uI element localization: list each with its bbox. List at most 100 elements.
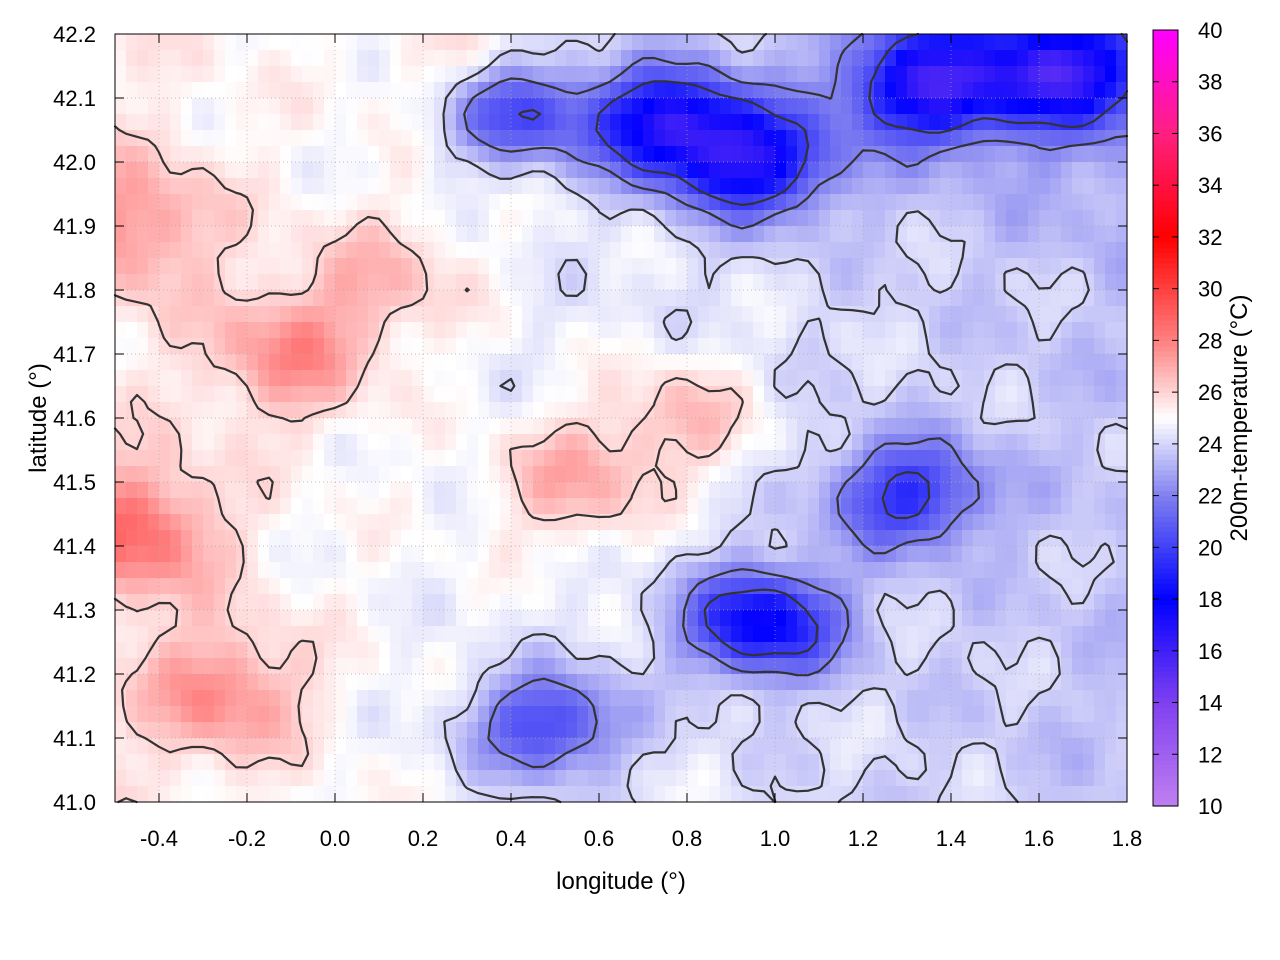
heatmap-cell: [445, 498, 457, 515]
heatmap-cell: [764, 482, 776, 499]
heatmap-cell: [973, 306, 985, 323]
heatmap-cell: [885, 626, 897, 643]
heatmap-cell: [1028, 226, 1040, 243]
heatmap-cell: [896, 258, 908, 275]
heatmap-cell: [1050, 610, 1062, 627]
heatmap-cell: [995, 466, 1007, 483]
heatmap-cell: [115, 178, 127, 195]
heatmap-cell: [995, 354, 1007, 371]
heatmap-cell: [929, 514, 941, 531]
heatmap-cell: [830, 50, 842, 67]
heatmap-cell: [544, 674, 556, 691]
colorbar-segment: [1153, 200, 1178, 207]
heatmap-cell: [720, 658, 732, 675]
heatmap-cell: [159, 274, 171, 291]
heatmap-cell: [775, 370, 787, 387]
heatmap-cell: [280, 482, 292, 499]
heatmap-cell: [819, 98, 831, 115]
heatmap-cell: [1072, 450, 1084, 467]
heatmap-cell: [1017, 402, 1029, 419]
heatmap-cell: [313, 450, 325, 467]
heatmap-cell: [423, 562, 435, 579]
heatmap-cell: [632, 306, 644, 323]
heatmap-cell: [225, 82, 237, 99]
heatmap-cell: [742, 434, 754, 451]
heatmap-cell: [830, 130, 842, 147]
heatmap-cell: [148, 610, 160, 627]
heatmap-cell: [984, 34, 996, 51]
colorbar-segment: [1153, 474, 1178, 481]
heatmap-cell: [335, 466, 347, 483]
heatmap-cell: [786, 274, 798, 291]
heatmap-cell: [236, 114, 248, 131]
heatmap-cell: [423, 578, 435, 595]
heatmap-cell: [522, 594, 534, 611]
heatmap-cell: [247, 402, 259, 419]
heatmap-cell: [379, 226, 391, 243]
heatmap-cell: [775, 338, 787, 355]
heatmap-cell: [467, 674, 479, 691]
heatmap-cell: [214, 434, 226, 451]
heatmap-cell: [1017, 434, 1029, 451]
heatmap-cell: [368, 674, 380, 691]
heatmap-cell: [313, 274, 325, 291]
heatmap-cell: [632, 194, 644, 211]
heatmap-cell: [192, 50, 204, 67]
heatmap-cell: [764, 146, 776, 163]
heatmap-cell: [533, 386, 545, 403]
heatmap-cell: [907, 498, 919, 515]
heatmap-cell: [610, 578, 622, 595]
heatmap-cell: [1050, 770, 1062, 787]
heatmap-cell: [731, 210, 743, 227]
heatmap-cell: [610, 306, 622, 323]
heatmap-cell: [203, 770, 215, 787]
heatmap-cell: [181, 306, 193, 323]
heatmap-cell: [577, 434, 589, 451]
heatmap-cell: [445, 370, 457, 387]
colorbar-segment: [1153, 86, 1178, 93]
heatmap-cell: [874, 386, 886, 403]
heatmap-cell: [1017, 738, 1029, 755]
heatmap-cell: [324, 386, 336, 403]
heatmap-cell: [742, 578, 754, 595]
heatmap-cell: [731, 82, 743, 99]
heatmap-cell: [280, 402, 292, 419]
heatmap-cell: [115, 578, 127, 595]
heatmap-cell: [874, 466, 886, 483]
heatmap-cell: [918, 418, 930, 435]
heatmap-cell: [467, 578, 479, 595]
heatmap-cell: [841, 66, 853, 83]
heatmap-cell: [610, 514, 622, 531]
heatmap-cell: [269, 450, 281, 467]
heatmap-cell: [863, 226, 875, 243]
heatmap-cell: [731, 322, 743, 339]
heatmap-cell: [632, 82, 644, 99]
heatmap-cell: [170, 498, 182, 515]
heatmap-cell: [709, 146, 721, 163]
heatmap-cell: [775, 450, 787, 467]
heatmap-cell: [929, 194, 941, 211]
heatmap-cell: [742, 354, 754, 371]
heatmap-cell: [1116, 242, 1128, 259]
heatmap-cell: [665, 722, 677, 739]
heatmap-cell: [995, 226, 1007, 243]
heatmap-cell: [698, 610, 710, 627]
heatmap-cell: [808, 562, 820, 579]
heatmap-cell: [599, 306, 611, 323]
heatmap-cell: [1028, 738, 1040, 755]
heatmap-cell: [1072, 674, 1084, 691]
heatmap-cell: [236, 418, 248, 435]
heatmap-cell: [995, 194, 1007, 211]
heatmap-cell: [566, 338, 578, 355]
heatmap-cell: [1050, 258, 1062, 275]
heatmap-cell: [687, 402, 699, 419]
heatmap-cell: [764, 594, 776, 611]
colorbar-segment: [1153, 61, 1178, 67]
heatmap-cell: [698, 82, 710, 99]
heatmap-cell: [434, 242, 446, 259]
heatmap-cell: [929, 66, 941, 83]
heatmap-cell: [588, 274, 600, 291]
heatmap-cell: [489, 34, 501, 51]
heatmap-cell: [489, 162, 501, 179]
heatmap-cell: [544, 738, 556, 755]
